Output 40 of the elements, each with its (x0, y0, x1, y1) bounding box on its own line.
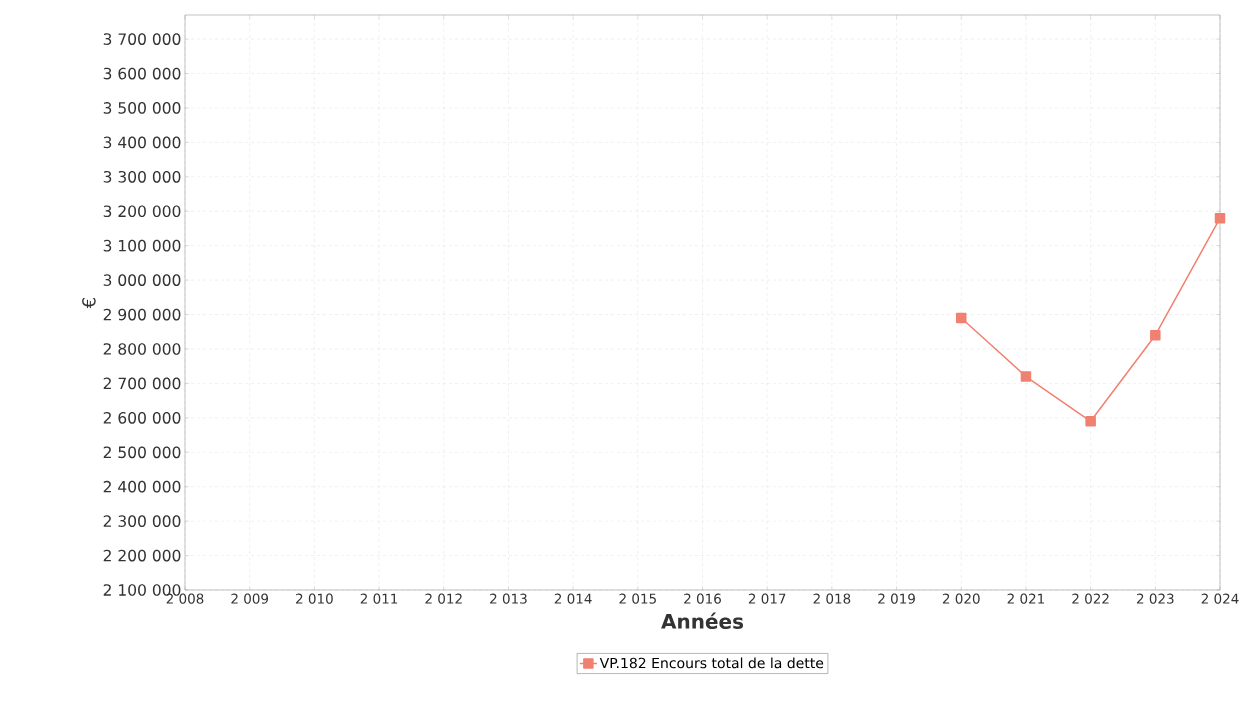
x-tick-label: 2 012 (425, 593, 462, 604)
point (956, 312, 967, 324)
y-tick-label: 2 500 000 (103, 446, 181, 459)
x-tick-label: 2 016 (684, 593, 721, 604)
point (1150, 329, 1161, 341)
y-tick-label: 3 700 000 (103, 33, 181, 45)
y-tick-label: 3 400 000 (103, 136, 181, 149)
x-tick-label: 2 009 (231, 593, 269, 604)
x-tick-label: 2 021 (1007, 593, 1044, 604)
x-tick-label: 2 017 (748, 593, 786, 604)
x-tick-label: 2 011 (360, 593, 398, 604)
y-tick-label: 3 200 000 (103, 205, 181, 218)
y-tick-label: 3 500 000 (103, 102, 181, 114)
y-tick-label: 2 200 000 (103, 549, 181, 562)
x-tick-label: 2 015 (619, 593, 656, 604)
point (1020, 371, 1032, 382)
x-tick-label: 2 020 (942, 593, 980, 604)
y-tick-label: 2 700 000 (103, 377, 181, 390)
x-tick-label: 2 018 (813, 593, 851, 604)
x-tick-label: 2 014 (554, 593, 592, 604)
y-tick-label: 2 400 000 (103, 480, 181, 493)
x-tick-label: 2 013 (490, 593, 527, 604)
y-axis-title: € (82, 297, 96, 309)
legend-label: VP.182 Encours total de la dette (599, 657, 824, 669)
y-tick-label: 2 800 000 (103, 343, 181, 355)
x-axis-title: Années (661, 612, 744, 629)
x-tick-label: 2 010 (296, 593, 333, 604)
y-tick-label: 3 600 000 (103, 67, 181, 80)
x-tick-label: 2 023 (1136, 593, 1174, 604)
y-tick-label: 2 600 000 (103, 411, 181, 424)
y-tick-label: 3 300 000 (103, 170, 181, 183)
point (1085, 416, 1096, 427)
point (1214, 212, 1226, 224)
y-tick-label: 3 000 000 (103, 274, 181, 286)
x-tick-label: 2 024 (1201, 593, 1239, 604)
x-tick-label: 2 022 (1072, 593, 1109, 604)
y-tick-label: 2 300 000 (103, 515, 181, 527)
y-tick-label: 3 100 000 (103, 239, 181, 252)
x-tick-label: 2 019 (878, 593, 915, 604)
y-tick-label: 2 900 000 (103, 308, 181, 321)
